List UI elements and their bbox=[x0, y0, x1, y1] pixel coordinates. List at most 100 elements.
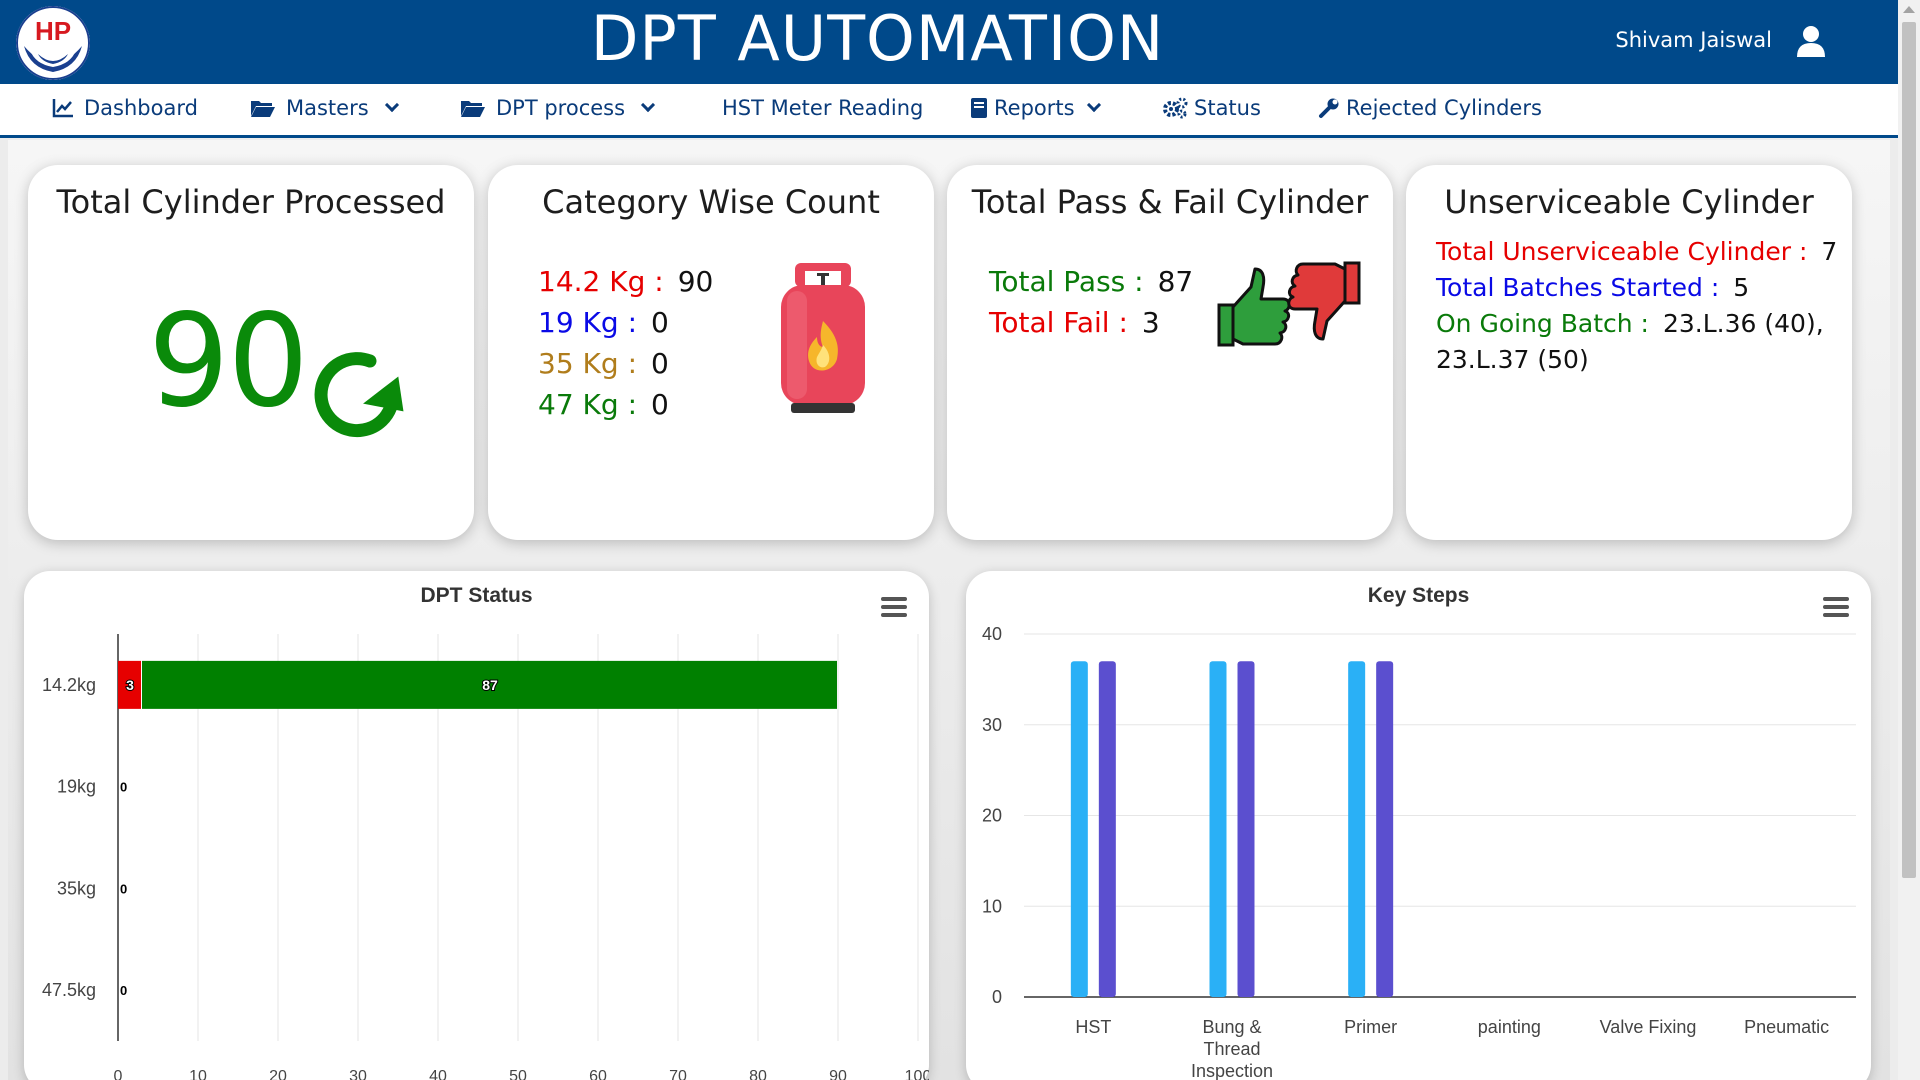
y-tick-label: 10 bbox=[982, 896, 1002, 916]
dpt-status-chart: 0 10 20 30 40 50 60 70 80 90 100 14.2kg 3 87 19kg 0 35kg… bbox=[42, 634, 929, 1080]
y-tick-label: 14.2kg bbox=[42, 675, 96, 695]
card-category-count: Category Wise Count 14.2 Kg : 90 19 Kg : 0… bbox=[488, 165, 934, 540]
nav-reports[interactable]: Reports bbox=[970, 96, 1101, 120]
x-tick-label: HST bbox=[1075, 1017, 1111, 1037]
nav-dashboard[interactable]: Dashboard bbox=[52, 96, 198, 120]
ongoing-batch-row: On Going Batch : 23.L.36 (40), bbox=[1436, 309, 1824, 338]
category-value: 0 bbox=[651, 306, 669, 339]
card-pass-fail: Total Pass & Fail Cylinder Total Pass : 8… bbox=[947, 165, 1393, 540]
pass-row: Total Pass : 87 bbox=[989, 265, 1193, 298]
x-tick-label: Inspection bbox=[1191, 1061, 1273, 1080]
y-tick-label: 0 bbox=[992, 987, 1002, 1007]
category-row-47kg: 47 Kg : 0 bbox=[538, 388, 669, 421]
x-tick-label: 70 bbox=[669, 1068, 687, 1080]
unserviceable-label: Total Unserviceable Cylinder : bbox=[1436, 237, 1808, 266]
data-label: 87 bbox=[482, 677, 498, 693]
main-nav: Dashboard Masters DPT process HST Meter … bbox=[0, 84, 1898, 138]
book-icon bbox=[971, 98, 987, 118]
bar bbox=[118, 660, 141, 709]
y-tick-label: 19kg bbox=[57, 777, 96, 797]
chevron-down-icon bbox=[384, 97, 399, 113]
x-tick-label: 10 bbox=[189, 1068, 207, 1080]
x-tick-label: 20 bbox=[269, 1068, 287, 1080]
card-title: Total Pass & Fail Cylinder bbox=[971, 183, 1369, 221]
y-tick-label: 30 bbox=[982, 715, 1002, 735]
scroll-up-icon[interactable] bbox=[1903, 6, 1915, 13]
chart-title: DPT Status bbox=[420, 584, 533, 607]
nav-hst-meter-reading[interactable]: HST Meter Reading bbox=[722, 96, 923, 120]
bar bbox=[1348, 661, 1366, 997]
batches-row: Total Batches Started : 5 bbox=[1436, 273, 1749, 302]
unserviceable-value: 7 bbox=[1821, 237, 1838, 266]
cogs-icon bbox=[1163, 97, 1188, 119]
batches-label: Total Batches Started : bbox=[1436, 273, 1720, 302]
total-processed-value: 90 bbox=[148, 287, 309, 436]
logo-text: HP bbox=[35, 16, 71, 46]
x-tick-label: Primer bbox=[1344, 1017, 1397, 1037]
folder-icon bbox=[461, 101, 485, 117]
category-value: 90 bbox=[677, 265, 714, 298]
app-title: DPT AUTOMATION bbox=[590, 2, 1165, 75]
nav-masters-label: Masters bbox=[286, 96, 369, 120]
bar bbox=[142, 660, 837, 709]
category-row-19kg: 19 Kg : 0 bbox=[538, 306, 669, 339]
x-tick-label: 30 bbox=[349, 1068, 367, 1080]
x-tick-label: Thread bbox=[1203, 1039, 1260, 1059]
hamburger-menu-icon[interactable] bbox=[1823, 597, 1849, 617]
category-row-14kg: 14.2 Kg : 90 bbox=[538, 265, 713, 298]
chevron-down-icon bbox=[1086, 97, 1101, 113]
user-name[interactable]: Shivam Jaiswal bbox=[1615, 28, 1772, 52]
category-label: 47 Kg : bbox=[538, 388, 637, 421]
nav-masters[interactable]: Masters bbox=[250, 96, 399, 120]
refresh-icon[interactable] bbox=[308, 345, 418, 445]
hp-logo[interactable]: HP bbox=[16, 6, 90, 80]
y-tick-label: 20 bbox=[982, 806, 1002, 826]
nav-dpt-process[interactable]: DPT process bbox=[460, 96, 656, 120]
user-icon[interactable] bbox=[1794, 24, 1828, 58]
category-value: 0 bbox=[651, 388, 669, 421]
nav-rejected-cylinders[interactable]: Rejected Cylinders bbox=[1318, 96, 1542, 120]
x-tick-label: Pneumatic bbox=[1744, 1017, 1829, 1037]
card-title: Unserviceable Cylinder bbox=[1444, 183, 1814, 221]
line-chart-icon bbox=[52, 99, 73, 118]
nav-rejected-cylinders-label: Rejected Cylinders bbox=[1346, 96, 1542, 120]
category-label: 19 Kg : bbox=[538, 306, 637, 339]
pass-label: Total Pass : bbox=[989, 265, 1144, 298]
bar bbox=[1098, 661, 1116, 997]
data-label: 0 bbox=[120, 881, 127, 896]
nav-status[interactable]: Status bbox=[1162, 96, 1261, 120]
card-title: Total Cylinder Processed bbox=[56, 183, 446, 221]
bar bbox=[1070, 661, 1088, 997]
y-tick-label: 35kg bbox=[57, 878, 96, 898]
card-unserviceable: Unserviceable Cylinder Total Unserviceab… bbox=[1406, 165, 1852, 540]
batches-value: 5 bbox=[1733, 273, 1750, 302]
x-tick-label: 80 bbox=[749, 1068, 767, 1080]
nav-dashboard-label: Dashboard bbox=[84, 96, 198, 120]
category-label: 35 Kg : bbox=[538, 347, 637, 380]
x-tick-label: 100 bbox=[905, 1068, 929, 1080]
ongoing-label: On Going Batch : bbox=[1436, 309, 1649, 338]
thumbs-up-icon bbox=[1217, 267, 1291, 347]
y-tick-label: 40 bbox=[982, 624, 1002, 644]
card-total-processed: Total Cylinder Processed 90 bbox=[28, 165, 474, 540]
folder-icon bbox=[251, 101, 275, 117]
hamburger-menu-icon[interactable] bbox=[881, 597, 907, 617]
card-title: Category Wise Count bbox=[542, 183, 880, 221]
category-label: 14.2 Kg : bbox=[538, 265, 664, 298]
x-tick-label: 60 bbox=[589, 1068, 607, 1080]
scroll-thumb[interactable] bbox=[1902, 22, 1916, 878]
chevron-down-icon bbox=[640, 97, 656, 113]
vertical-scrollbar[interactable] bbox=[1898, 0, 1920, 1080]
nav-dpt-process-label: DPT process bbox=[496, 96, 626, 120]
chart-title: Key Steps bbox=[1367, 584, 1470, 607]
category-value: 0 bbox=[651, 347, 669, 380]
wrench-icon bbox=[1319, 98, 1339, 118]
dpt-status-panel: DPT Status 0 10 20 30 40 50 60 70 80 90 100 14.2kg 3… bbox=[24, 571, 929, 1080]
x-tick-label: 0 bbox=[114, 1068, 123, 1080]
data-label: 3 bbox=[126, 677, 134, 693]
x-tick-label: Bung & bbox=[1202, 1017, 1261, 1037]
ongoing-value: 23.L.36 (40), bbox=[1662, 309, 1824, 338]
data-label: 0 bbox=[120, 983, 127, 998]
x-tick-label: 90 bbox=[829, 1068, 847, 1080]
gas-cylinder-icon bbox=[781, 263, 865, 413]
